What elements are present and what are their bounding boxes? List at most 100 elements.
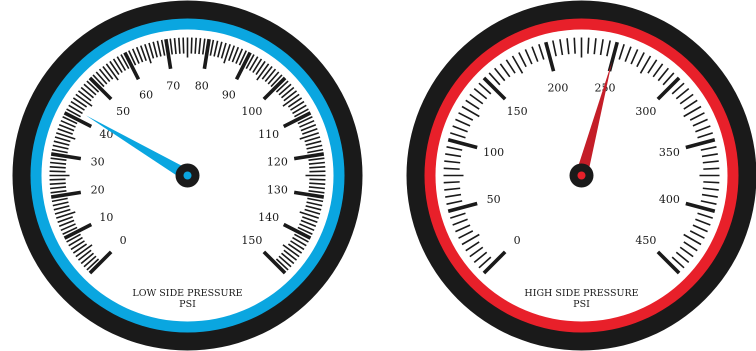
minor-tick bbox=[657, 67, 669, 82]
minor-tick bbox=[98, 68, 111, 83]
minor-tick bbox=[70, 240, 85, 251]
minor-tick bbox=[52, 201, 69, 207]
major-tick bbox=[63, 111, 93, 129]
minor-tick bbox=[58, 219, 75, 228]
minor-tick bbox=[306, 201, 323, 207]
minor-tick bbox=[452, 125, 468, 133]
major-tick bbox=[685, 138, 716, 150]
tick-label: 50 bbox=[116, 105, 130, 118]
minor-tick bbox=[54, 208, 71, 215]
tick-label: 90 bbox=[222, 88, 236, 101]
minor-tick bbox=[120, 54, 130, 69]
minor-tick bbox=[109, 60, 120, 76]
minor-tick bbox=[140, 45, 147, 61]
minor-tick bbox=[190, 37, 193, 54]
minor-tick bbox=[700, 146, 717, 151]
minor-tick bbox=[72, 97, 88, 108]
needle bbox=[85, 115, 191, 181]
major-tick bbox=[202, 38, 211, 70]
minor-tick bbox=[294, 233, 309, 243]
minor-tick bbox=[446, 146, 463, 151]
low-side-pressure-gauge: 0 10 20 30 40 50 60 70 80 90 100 110 120 130 140 150 LOW… bbox=[12, 0, 363, 351]
gauge-title: HIGH SIDE PRESSURE bbox=[524, 288, 638, 299]
minor-tick bbox=[683, 105, 702, 118]
major-tick bbox=[262, 250, 287, 275]
high-side-pressure-gauge: 050100150200250300350400450HIGH SIDE PRE… bbox=[406, 0, 756, 351]
minor-tick bbox=[307, 197, 324, 203]
minor-tick bbox=[292, 236, 307, 247]
minor-tick bbox=[662, 72, 675, 86]
minor-tick bbox=[287, 243, 303, 254]
tick-label: 140 bbox=[258, 211, 279, 224]
minor-tick bbox=[478, 256, 492, 269]
minor-tick bbox=[282, 244, 300, 258]
minor-tick bbox=[235, 48, 244, 64]
minor-tick bbox=[306, 144, 323, 150]
minor-tick bbox=[49, 178, 66, 181]
minor-tick bbox=[238, 50, 247, 66]
minor-tick bbox=[95, 71, 108, 85]
minor-tick bbox=[652, 63, 664, 78]
minor-tick bbox=[683, 99, 698, 110]
needle bbox=[575, 61, 613, 178]
minor-tick bbox=[679, 93, 694, 105]
minor-tick bbox=[267, 71, 280, 85]
minor-tick bbox=[112, 58, 123, 73]
minor-tick bbox=[445, 153, 462, 158]
tick-label: 100 bbox=[241, 105, 262, 118]
major-tick bbox=[123, 51, 141, 81]
minor-tick bbox=[144, 44, 152, 64]
minor-tick bbox=[83, 255, 97, 268]
minor-tick bbox=[458, 230, 474, 239]
minor-tick bbox=[51, 148, 68, 154]
minor-tick bbox=[57, 128, 73, 135]
tick-label: 120 bbox=[267, 155, 288, 168]
tick-label: 300 bbox=[635, 105, 656, 118]
minor-tick bbox=[618, 44, 625, 60]
minor-tick bbox=[593, 38, 597, 55]
minor-tick bbox=[587, 37, 590, 54]
minor-tick bbox=[156, 40, 162, 57]
major-tick bbox=[482, 76, 507, 101]
minor-tick bbox=[469, 246, 484, 258]
minor-tick bbox=[461, 105, 480, 118]
minor-tick bbox=[606, 40, 611, 57]
minor-tick bbox=[75, 93, 93, 107]
minor-tick bbox=[294, 108, 309, 118]
minor-tick bbox=[702, 160, 719, 164]
minor-tick bbox=[518, 52, 527, 68]
minor-tick bbox=[252, 58, 263, 73]
minor-tick bbox=[75, 244, 93, 258]
minor-tick bbox=[465, 241, 480, 252]
tick-label: 130 bbox=[267, 184, 288, 197]
minor-tick bbox=[701, 193, 718, 198]
minor-tick bbox=[116, 56, 127, 71]
minor-tick bbox=[290, 100, 305, 111]
major-tick bbox=[656, 76, 681, 101]
minor-tick bbox=[282, 93, 300, 107]
minor-tick bbox=[86, 80, 100, 93]
tick-marks bbox=[49, 37, 326, 275]
minor-tick bbox=[169, 38, 174, 55]
minor-tick bbox=[304, 208, 321, 215]
minor-tick bbox=[131, 48, 140, 64]
minor-tick bbox=[300, 123, 317, 132]
tick-label: 80 bbox=[195, 80, 209, 93]
minor-tick bbox=[278, 83, 292, 96]
minor-tick bbox=[62, 226, 78, 235]
gauge-unit: PSI bbox=[179, 299, 196, 310]
minor-tick bbox=[49, 182, 66, 185]
major-tick bbox=[447, 138, 478, 150]
minor-tick bbox=[308, 186, 325, 190]
tick-label: 150 bbox=[241, 234, 262, 247]
tick-label: 100 bbox=[483, 146, 504, 159]
minor-tick bbox=[461, 233, 480, 246]
minor-tick bbox=[465, 99, 480, 110]
needle-hub-center bbox=[577, 171, 586, 180]
minor-tick bbox=[444, 187, 461, 191]
minor-tick bbox=[302, 216, 318, 223]
minor-tick bbox=[152, 41, 158, 58]
minor-tick bbox=[194, 37, 197, 54]
minor-tick bbox=[148, 42, 155, 59]
